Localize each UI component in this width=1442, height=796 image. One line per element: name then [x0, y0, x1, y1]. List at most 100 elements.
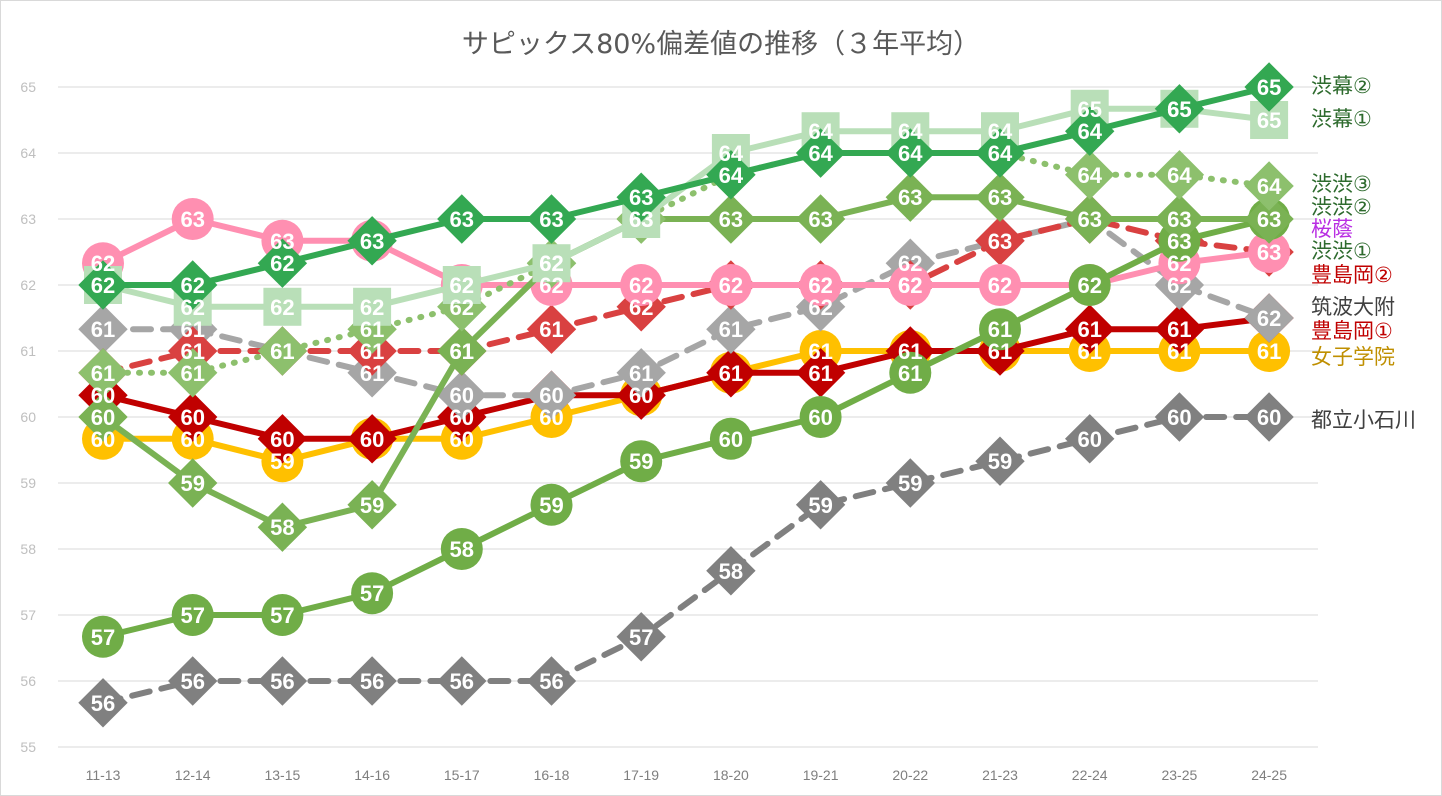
data-label-筑波大附-3: 61: [360, 361, 384, 386]
data-label-渋渋--2: 58: [270, 515, 294, 540]
data-point-渋渋--11: [1068, 264, 1111, 306]
data-point-豊島岡--11: [1064, 304, 1115, 354]
data-label-豊島岡--9: 62: [898, 273, 922, 298]
data-label-渋幕--7: 64: [719, 163, 744, 188]
data-point-渋幕--3: [353, 287, 392, 326]
data-point-桜蔭-7: [709, 264, 752, 306]
data-label-渋渋--4: 58: [450, 537, 474, 562]
data-label-女子学院-1: 60: [180, 427, 204, 452]
data-point-渋渋--8: [799, 396, 842, 438]
data-point-渋幕--8: [795, 128, 846, 178]
data-label-女子学院-13: 61: [1257, 339, 1281, 364]
data-point-渋渋--13: [1244, 161, 1294, 211]
y-tick-label: 58: [20, 541, 36, 557]
data-point-都立小石川-4: [437, 656, 487, 706]
data-label-渋幕--5: 62: [539, 251, 563, 276]
data-point-筑波大附-13: [1244, 293, 1294, 343]
data-point-渋渋--0: [82, 615, 124, 658]
data-label-渋幕--13: 65: [1257, 75, 1281, 100]
data-point-渋渋--2: [261, 594, 304, 636]
data-label-女子学院-10: 61: [988, 339, 1012, 364]
data-point-渋渋--5: [530, 483, 573, 526]
data-label-桜蔭-9: 62: [898, 273, 922, 298]
data-point-都立小石川-0: [78, 678, 128, 728]
data-label-渋渋--13: 64: [1257, 174, 1282, 199]
data-label-渋幕--7: 64: [719, 141, 744, 166]
data-point-渋渋--11: [1064, 150, 1115, 200]
x-tick-label: 19-21: [803, 767, 839, 783]
data-label-女子学院-5: 60: [539, 405, 563, 430]
data-point-筑波大附-4: [437, 370, 487, 420]
data-point-女子学院-13: [1248, 330, 1291, 372]
data-label-渋渋--3: 61: [360, 317, 384, 342]
data-label-豊島岡--5: 60: [539, 383, 563, 408]
data-label-桜蔭-3: 63: [360, 229, 384, 254]
data-point-渋幕--9: [885, 128, 936, 178]
data-point-都立小石川-10: [975, 436, 1025, 486]
data-label-筑波大附-12: 62: [1167, 273, 1191, 298]
data-label-渋渋--1: 61: [180, 361, 204, 386]
data-label-桜蔭-4: 62: [450, 273, 474, 298]
data-point-都立小石川-7: [706, 546, 756, 596]
data-label-渋幕--1: 62: [180, 273, 204, 298]
y-tick-label: 57: [20, 607, 36, 623]
legend-label-都立小石川: 都立小石川: [1311, 408, 1416, 432]
data-label-都立小石川-6: 57: [629, 625, 653, 650]
data-label-筑波大附-7: 61: [719, 317, 743, 342]
data-label-豊島岡--3: 61: [360, 339, 384, 364]
data-point-渋渋--4: [437, 326, 487, 376]
data-label-渋幕--1: 62: [180, 295, 204, 320]
x-tick-label: 18-20: [713, 767, 749, 783]
legend-label-渋渋-: 渋渋③: [1311, 172, 1372, 196]
data-label-渋幕--10: 64: [988, 119, 1013, 144]
data-label-渋幕--4: 62: [450, 273, 474, 298]
data-point-渋幕--5: [526, 194, 577, 244]
legend-label-女子学院: 女子学院: [1311, 345, 1395, 369]
data-label-女子学院-11: 61: [1077, 339, 1101, 364]
data-label-都立小石川-8: 59: [808, 493, 832, 518]
data-point-桜蔭-9: [889, 264, 932, 306]
x-tick-label: 13-15: [264, 767, 300, 783]
data-label-都立小石川-12: 60: [1167, 405, 1191, 430]
data-point-渋渋--2: [257, 326, 308, 376]
data-point-豊島岡--1: [167, 392, 218, 442]
data-label-女子学院-0: 60: [91, 427, 115, 452]
y-tick-label: 56: [20, 673, 36, 689]
data-label-女子学院-9: 61: [898, 339, 922, 364]
data-label-渋渋--5: 59: [539, 493, 563, 518]
data-point-都立小石川-1: [167, 656, 218, 706]
data-label-渋渋--8: 60: [808, 405, 832, 430]
data-label-渋渋--0: 57: [91, 625, 115, 650]
data-label-豊島岡--8: 62: [808, 273, 832, 298]
data-label-桜蔭-7: 62: [719, 273, 743, 298]
data-label-渋渋--7: 63: [719, 207, 743, 232]
data-point-渋渋--0: [78, 392, 128, 442]
data-label-豊島岡--0: 61: [91, 361, 115, 386]
data-label-渋幕--11: 64: [1077, 119, 1102, 144]
data-label-筑波大附-4: 60: [450, 383, 474, 408]
data-label-豊島岡--6: 62: [629, 295, 653, 320]
data-point-都立小石川-3: [347, 656, 397, 706]
data-label-渋渋--9: 61: [898, 361, 922, 386]
data-point-豊島岡--5: [526, 304, 577, 354]
data-point-都立小石川-11: [1064, 414, 1115, 464]
data-label-桜蔭-1: 63: [180, 207, 204, 232]
data-point-都立小石川-9: [885, 458, 936, 508]
y-tick-label: 63: [20, 211, 36, 227]
data-label-都立小石川-9: 59: [898, 471, 922, 496]
data-label-渋幕--9: 64: [898, 141, 923, 166]
data-label-渋幕--6: 63: [629, 185, 653, 210]
data-label-渋渋--11: 64: [1077, 163, 1102, 188]
data-label-都立小石川-4: 56: [450, 669, 474, 694]
data-point-渋幕--4: [437, 194, 487, 244]
x-tick-label: 14-16: [354, 767, 390, 783]
data-point-渋幕--11: [1064, 106, 1115, 156]
x-tick-label: 11-13: [86, 767, 121, 783]
x-tick-label: 17-19: [623, 767, 659, 783]
y-tick-label: 64: [20, 145, 36, 161]
data-label-桜蔭-11: 62: [1077, 273, 1101, 298]
data-label-筑波大附-9: 62: [898, 251, 922, 276]
data-point-渋幕--7: [706, 150, 756, 200]
legend-label-桜蔭: 桜蔭: [1311, 217, 1353, 241]
